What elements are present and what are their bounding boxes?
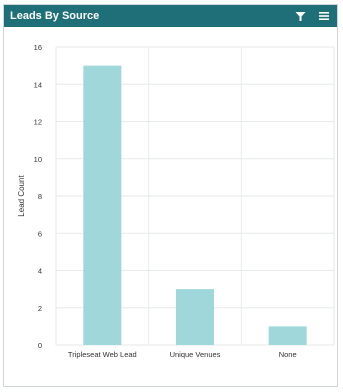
leads-by-source-widget: Leads By Source 0 2 4 6 8 10 12 14 16 Tripleseat…: [3, 4, 338, 387]
y-axis-label: Lead Count: [17, 175, 26, 217]
y-tick-label: 0: [38, 341, 42, 350]
y-tick-labels: 0 2 4 6 8 10 12 14 16: [34, 43, 42, 350]
chart-area: 0 2 4 6 8 10 12 14 16 Tripleseat Web Lead Unique …: [4, 27, 337, 386]
bar-chart: 0 2 4 6 8 10 12 14 16 Tripleseat Web Lead Unique …: [17, 43, 335, 359]
filter-icon[interactable]: [293, 9, 307, 23]
widget-title: Leads By Source: [10, 10, 100, 22]
y-tick-label: 4: [38, 267, 42, 276]
bars-layer: [83, 65, 307, 345]
y-tick-label: 14: [34, 80, 42, 89]
bar-unique-venues[interactable]: [176, 289, 214, 345]
x-tick-label: Unique Venues: [170, 350, 221, 359]
bar-tripleseat-web-lead[interactable]: [83, 65, 122, 345]
bar-none[interactable]: [268, 326, 307, 345]
x-tick-labels: Tripleseat Web Lead Unique Venues None: [68, 350, 297, 359]
y-tick-label: 6: [38, 229, 42, 238]
widget-header: Leads By Source: [4, 5, 337, 27]
x-tick-label: None: [279, 350, 297, 359]
y-tick-label: 8: [38, 192, 42, 201]
y-tick-label: 12: [34, 118, 42, 127]
y-tick-label: 16: [34, 43, 42, 52]
menu-icon[interactable]: [317, 9, 331, 23]
y-tick-label: 10: [34, 155, 42, 164]
y-tick-label: 2: [38, 304, 42, 313]
x-tick-label: Tripleseat Web Lead: [68, 350, 137, 359]
